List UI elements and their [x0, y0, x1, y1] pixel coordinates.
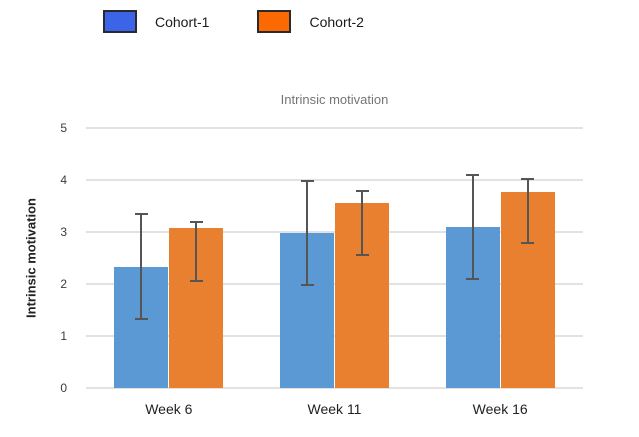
chart-title: Intrinsic motivation — [280, 92, 389, 107]
error-bar-cap-top — [466, 173, 480, 176]
y-axis-title: Intrinsic motivation — [23, 198, 39, 318]
error-bar — [195, 221, 198, 282]
plot-area — [86, 127, 583, 389]
error-bar-cap-top — [300, 180, 314, 183]
y-tick-label-2: 2 — [60, 277, 67, 291]
error-bar-cap-top — [521, 177, 535, 180]
legend: Cohort-1 Cohort-2 — [103, 10, 364, 33]
error-bar-cap-bottom — [189, 280, 203, 283]
y-tick-label-5: 5 — [60, 121, 67, 135]
error-bar-cap-top — [189, 220, 203, 223]
gridline-y-3 — [86, 231, 583, 233]
y-tick-label-1: 1 — [60, 329, 67, 343]
error-bar-cap-bottom — [466, 277, 480, 280]
legend-swatch-cohort-1 — [103, 10, 137, 33]
x-tick-label-week-16: Week 16 — [472, 401, 528, 417]
error-bar — [471, 174, 474, 279]
y-tick-label-4: 4 — [60, 173, 67, 187]
error-bar-cap-bottom — [521, 242, 535, 245]
legend-label-cohort-2: Cohort-2 — [309, 13, 364, 30]
error-bar-cap-top — [134, 212, 148, 215]
legend-label-cohort-1: Cohort-1 — [155, 13, 210, 30]
y-tick-label-0: 0 — [60, 381, 67, 395]
error-bar — [140, 213, 143, 319]
x-tick-label-week-6: Week 6 — [145, 401, 193, 417]
error-bar — [306, 181, 308, 286]
gridline-y-5 — [86, 127, 583, 129]
gridline-y-0 — [86, 387, 583, 389]
error-bar-cap-bottom — [300, 284, 314, 287]
error-bar-cap-bottom — [355, 254, 369, 257]
legend-swatch-cohort-2 — [257, 10, 292, 33]
gridline-y-1 — [86, 335, 583, 337]
y-tick-label-3: 3 — [60, 225, 67, 239]
error-bar — [526, 178, 529, 244]
legend-item-cohort-1[interactable]: Cohort-1 — [103, 10, 209, 33]
error-bar-cap-bottom — [134, 317, 148, 320]
error-bar — [361, 191, 363, 256]
x-tick-label-week-11: Week 11 — [307, 401, 362, 417]
gridline-y-2 — [86, 283, 583, 285]
error-bar-cap-top — [355, 190, 369, 193]
gridline-y-4 — [86, 179, 583, 181]
legend-item-cohort-2[interactable]: Cohort-2 — [257, 10, 364, 33]
